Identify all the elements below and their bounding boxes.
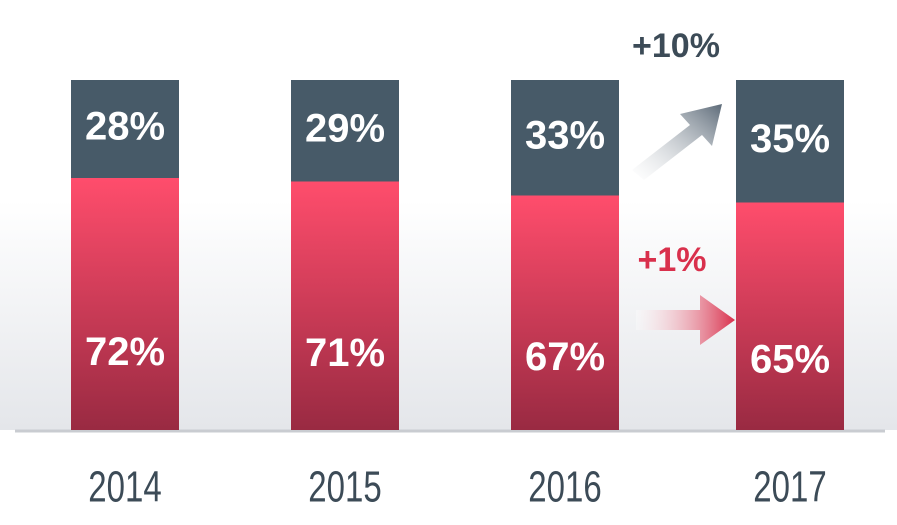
value-label: 65%: [750, 337, 830, 381]
value-label: 72%: [85, 330, 165, 374]
value-label: 28%: [85, 105, 165, 149]
annotation: +10%: [632, 27, 720, 65]
bar-segment: [736, 202, 844, 430]
arrow-up: [632, 104, 722, 180]
x-tick-label: 2014: [88, 463, 161, 512]
annotation: +1%: [638, 241, 707, 279]
value-label: 29%: [305, 106, 385, 150]
value-label: 67%: [525, 335, 605, 379]
arrow-right: [636, 295, 735, 345]
bar-segment: [511, 80, 619, 196]
x-tick-label: 2017: [753, 463, 826, 512]
bar-segment: [291, 181, 399, 430]
bar-segment: [291, 80, 399, 182]
bar-segment: [736, 80, 844, 203]
value-label: 71%: [305, 331, 385, 375]
value-label: 33%: [525, 113, 605, 157]
bar-segment: [71, 178, 179, 430]
bar-segment: [71, 80, 179, 178]
x-tick-label: 2015: [308, 463, 381, 512]
bar-segment: [511, 195, 619, 430]
x-tick-label: 2016: [528, 463, 601, 512]
value-label: 35%: [750, 117, 830, 161]
